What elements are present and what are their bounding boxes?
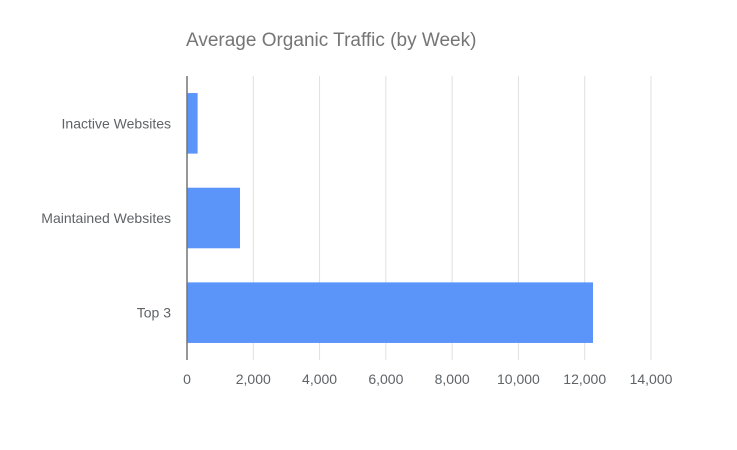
bars bbox=[187, 93, 593, 343]
category-label: Maintained Websites bbox=[41, 210, 171, 226]
x-tick-label: 2,000 bbox=[236, 371, 271, 387]
x-tick-label: 8,000 bbox=[435, 371, 470, 387]
x-tick-label: 10,000 bbox=[497, 371, 540, 387]
x-tick-label: 0 bbox=[183, 371, 191, 387]
labels: 0 2,000 4,000 6,000 8,000 10,000 12,000 14,000 I… bbox=[41, 115, 672, 387]
bar bbox=[187, 282, 593, 343]
bar bbox=[187, 187, 241, 249]
x-tick-label: 6,000 bbox=[368, 371, 403, 387]
x-tick-label: 4,000 bbox=[302, 371, 337, 387]
bar bbox=[187, 93, 198, 154]
chart-title: Average Organic Traffic (by Week) bbox=[186, 30, 477, 51]
x-tick-label: 14,000 bbox=[630, 371, 673, 387]
category-label: Inactive Websites bbox=[62, 115, 171, 131]
x-tick-label: 12,000 bbox=[563, 371, 606, 387]
category-label: Top 3 bbox=[137, 305, 171, 321]
